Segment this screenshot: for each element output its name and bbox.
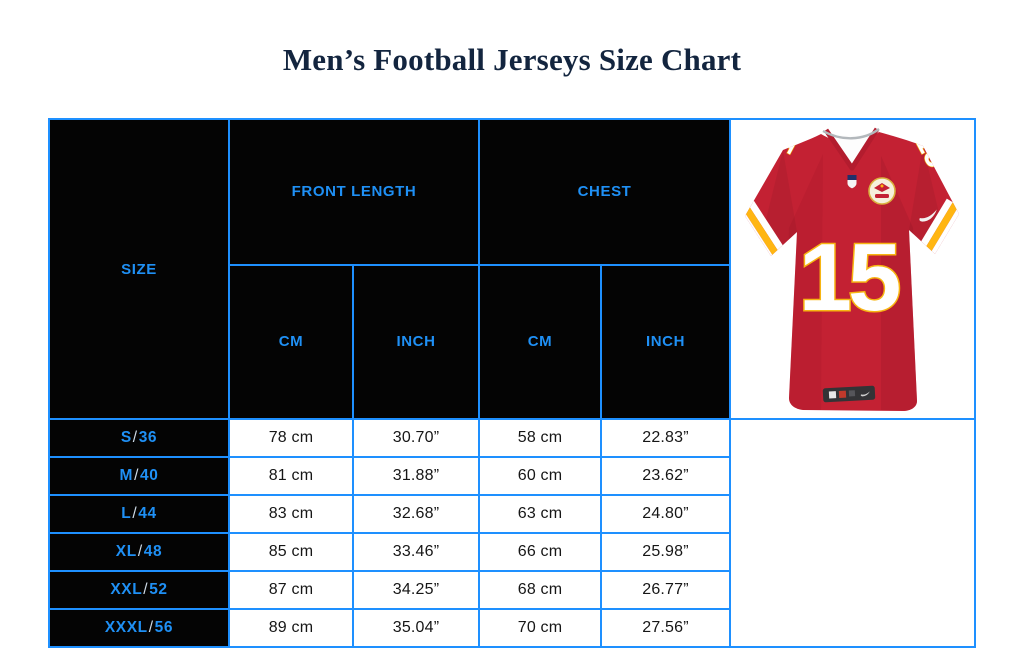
front-length-cm-cell: 89 cm xyxy=(228,608,354,648)
chest-inch-cell: 24.80” xyxy=(600,494,732,534)
jersey-body xyxy=(745,132,960,411)
front-length-inch-cell: 30.70” xyxy=(351,418,481,458)
size-cell: S/36 xyxy=(48,418,230,458)
front-length-cm-cell: 81 cm xyxy=(228,456,354,496)
front-length-cm-cell: 87 cm xyxy=(228,570,354,610)
col-header-chest: CHEST xyxy=(478,118,732,266)
col-header-front-cm: CM xyxy=(228,263,354,421)
size-chart-page: { "page": { "title": "Men’s Football Jer… xyxy=(48,42,977,648)
front-length-inch-cell: 34.25” xyxy=(351,570,481,610)
col-header-front-inch: INCH xyxy=(351,263,481,421)
table-row: M/40 81 cm 31.88” 60 cm 23.62” xyxy=(48,456,975,496)
chest-inch-cell: 27.56” xyxy=(600,608,732,648)
chest-cm-cell: 60 cm xyxy=(478,456,603,496)
col-header-front-length: FRONT LENGTH xyxy=(227,118,481,266)
chest-inch-cell: 26.77” xyxy=(600,570,732,610)
size-cell: XXL/52 xyxy=(48,570,230,610)
header-sub-row: CM INCH CM INCH xyxy=(49,263,975,421)
front-length-inch-cell: 31.88” xyxy=(351,456,481,496)
col-header-chest-cm: CM xyxy=(478,263,603,421)
front-length-cm-cell: 78 cm xyxy=(228,418,354,458)
nfl-shield-icon xyxy=(847,175,857,189)
chest-cm-cell: 70 cm xyxy=(478,608,603,648)
front-length-inch-cell: 32.68” xyxy=(351,494,481,534)
jersey-number: 15 xyxy=(799,224,899,331)
chest-cm-cell: 68 cm xyxy=(478,570,603,610)
table-row: XL/48 85 cm 33.46” 66 cm 25.98” xyxy=(48,532,975,572)
header-group-row: SIZE FRONT LENGTH CHEST xyxy=(48,118,977,420)
size-cell: XL/48 xyxy=(48,532,230,572)
front-length-cm-cell: 85 cm xyxy=(228,532,354,572)
table-row: XXL/52 87 cm 34.25” 68 cm 26.77” xyxy=(48,570,975,610)
table-row: S/36 78 cm 30.70” 58 cm 22.83” xyxy=(48,418,975,458)
table-row: XXXL/56 89 cm 35.04” 70 cm 27.56” xyxy=(48,608,975,648)
front-length-cm-cell: 83 cm xyxy=(228,494,354,534)
col-header-size: SIZE xyxy=(48,118,230,420)
chest-inch-cell: 22.83” xyxy=(600,418,732,458)
front-length-inch-cell: 33.46” xyxy=(351,532,481,572)
size-rows: S/36 78 cm 30.70” 58 cm 22.83” M/40 81 cm 31.88… xyxy=(48,418,975,648)
chest-cm-cell: 58 cm xyxy=(478,418,603,458)
size-chart-table: SIZE FRONT LENGTH CHEST xyxy=(48,118,977,648)
nike-swoosh-icon xyxy=(919,209,937,222)
jersey-photo-cell: 15 15 xyxy=(729,118,977,420)
page-title: Men’s Football Jerseys Size Chart xyxy=(282,42,742,77)
table-row: L/44 83 cm 32.68” 63 cm 24.80” xyxy=(48,494,975,534)
chest-inch-cell: 25.98” xyxy=(600,532,732,572)
jock-tag xyxy=(822,385,876,403)
jersey-image: 15 15 xyxy=(745,127,960,411)
chest-cm-cell: 66 cm xyxy=(478,532,603,572)
chest-cm-cell: 63 cm xyxy=(478,494,603,534)
chest-inch-cell: 23.62” xyxy=(600,456,732,496)
jersey-collar xyxy=(822,127,880,171)
size-cell: L/44 xyxy=(48,494,230,534)
front-length-inch-cell: 35.04” xyxy=(351,608,481,648)
size-cell: M/40 xyxy=(48,456,230,496)
size-cell: XXXL/56 xyxy=(48,608,230,648)
team-patch-icon xyxy=(868,177,896,205)
col-header-chest-inch: INCH xyxy=(600,263,732,421)
